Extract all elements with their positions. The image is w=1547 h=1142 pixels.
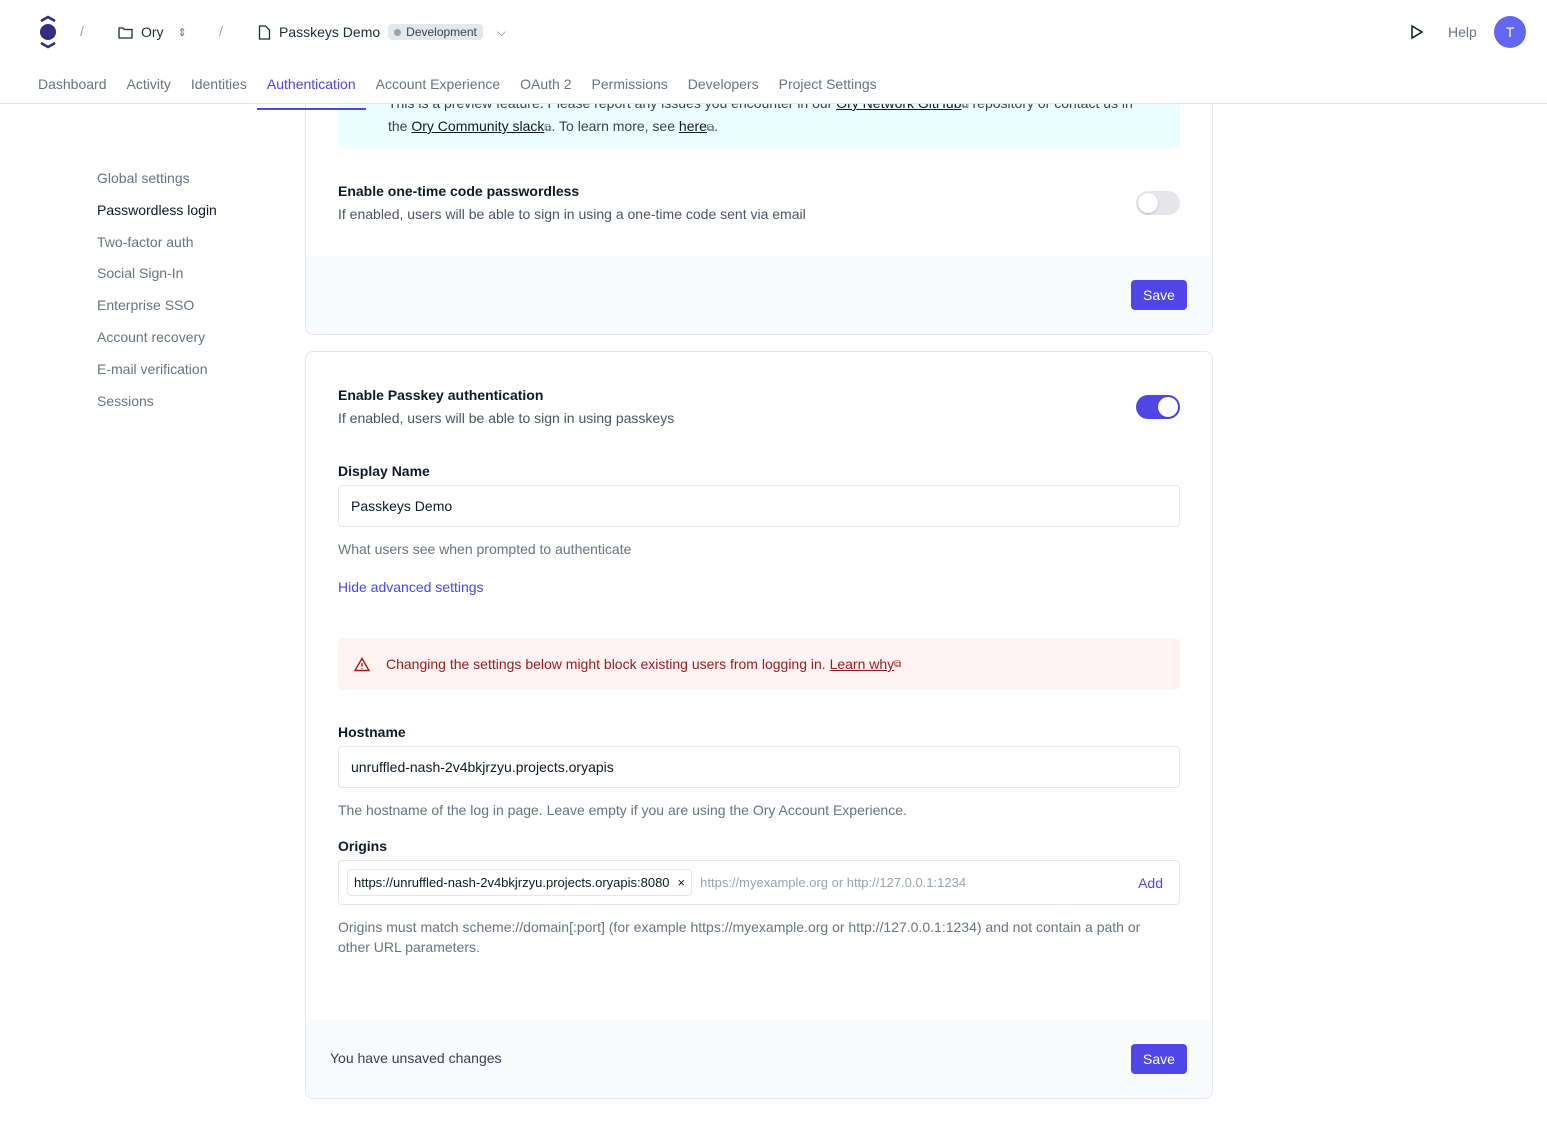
environment-badge: Development: [388, 24, 483, 40]
warning-icon: [354, 656, 370, 671]
help-link[interactable]: Help: [1448, 24, 1477, 40]
origins-help: Origins must match scheme://domain[:port…: [338, 919, 1141, 955]
main-tabs: Dashboard Activity Identities Authentica…: [28, 74, 887, 110]
org-name: Ory: [141, 24, 164, 40]
otp-card-footer: Save: [306, 256, 1212, 334]
hide-advanced-settings-link[interactable]: Hide advanced settings: [338, 579, 484, 595]
passkey-card-footer: You have unsaved changes Save: [306, 1020, 1212, 1098]
unsaved-changes-text: You have unsaved changes: [330, 1050, 502, 1066]
avatar[interactable]: T: [1494, 16, 1526, 48]
tab-identities[interactable]: Identities: [190, 76, 247, 92]
passkey-toggle[interactable]: [1136, 395, 1180, 419]
otp-description: If enabled, users will be able to sign i…: [338, 206, 806, 222]
tab-permissions[interactable]: Permissions: [591, 76, 668, 92]
external-link-icon: ⧉: [544, 123, 552, 134]
tab-dashboard[interactable]: Dashboard: [38, 76, 107, 92]
hostname-input[interactable]: unruffled-nash-2v4bkjrzyu.projects.oryap…: [338, 746, 1180, 788]
tab-developers[interactable]: Developers: [687, 76, 759, 92]
hostname-help: The hostname of the log in page. Leave e…: [338, 802, 907, 818]
external-link-icon: ⧉: [706, 123, 715, 134]
origins-input[interactable]: https://unruffled-nash-2v4bkjrzyu.projec…: [338, 860, 1180, 905]
top-header: / Ory ⇕ / Passkeys Demo Development ⌵ He…: [0, 0, 1547, 110]
breadcrumb-separator: /: [80, 23, 84, 39]
passkey-card: Enable Passkey authentication If enabled…: [305, 351, 1213, 1099]
document-icon: [258, 24, 271, 40]
display-name-help: What users see when prompted to authenti…: [338, 541, 632, 557]
display-name-label: Display Name: [338, 463, 430, 479]
display-name-input[interactable]: Passkeys Demo: [338, 485, 1180, 527]
sidebar-item-passwordless-login[interactable]: Passwordless login: [97, 201, 217, 218]
remove-origin-icon[interactable]: ×: [677, 875, 686, 890]
project-selector[interactable]: Passkeys Demo Development ⌵: [258, 22, 506, 42]
chevron-down-icon[interactable]: ⌵: [496, 24, 506, 39]
sidebar-item-enterprise-sso[interactable]: Enterprise SSO: [97, 297, 195, 314]
add-origin-button[interactable]: Add: [1138, 874, 1163, 891]
passkey-description: If enabled, users will be able to sign i…: [338, 410, 675, 426]
settings-sidebar: Global settings Passwordless login Two-f…: [97, 170, 217, 424]
tab-activity[interactable]: Activity: [126, 76, 171, 92]
origin-tag: https://unruffled-nash-2v4bkjrzyu.projec…: [347, 869, 693, 896]
play-icon[interactable]: [1410, 24, 1424, 40]
external-link-icon: ⧉: [894, 658, 902, 670]
hostname-label: Hostname: [338, 724, 406, 740]
otp-save-button[interactable]: Save: [1131, 280, 1187, 310]
learn-why-link[interactable]: Learn why: [829, 656, 895, 672]
breadcrumb-separator: /: [219, 23, 223, 39]
otp-title: Enable one-time code passwordless: [338, 183, 580, 199]
tab-project-settings[interactable]: Project Settings: [778, 76, 877, 92]
chevron-up-down-icon: ⇕: [177, 26, 187, 39]
ory-logo-icon[interactable]: [37, 15, 59, 49]
origins-label: Origins: [338, 838, 388, 854]
otp-toggle[interactable]: [1136, 191, 1180, 215]
sidebar-item-email-verification[interactable]: E-mail verification: [97, 360, 208, 377]
passkey-title: Enable Passkey authentication: [338, 387, 544, 403]
sidebar-item-global-settings[interactable]: Global settings: [97, 170, 190, 186]
tab-account-experience[interactable]: Account Experience: [375, 76, 501, 92]
folder-icon: [118, 26, 133, 39]
tab-authentication[interactable]: Authentication: [256, 74, 366, 110]
sidebar-item-social-sign-in[interactable]: Social Sign-In: [97, 265, 184, 282]
project-name: Passkeys Demo: [279, 24, 381, 40]
org-selector[interactable]: Ory ⇕: [118, 22, 187, 42]
slack-link[interactable]: Ory Community slack: [411, 118, 545, 134]
sidebar-item-sessions[interactable]: Sessions: [97, 392, 154, 409]
passkey-save-button[interactable]: Save: [1131, 1044, 1187, 1074]
here-link[interactable]: here: [678, 118, 707, 134]
tab-oauth2[interactable]: OAuth 2: [520, 76, 572, 92]
origin-placeholder[interactable]: https://myexample.org or http://127.0.0.…: [700, 875, 967, 890]
sidebar-item-two-factor-auth[interactable]: Two-factor auth: [97, 233, 194, 250]
warning-banner: Changing the settings below might block …: [338, 638, 1180, 690]
warning-text: Changing the settings below might block …: [386, 656, 826, 672]
sidebar-item-account-recovery[interactable]: Account recovery: [97, 328, 206, 345]
